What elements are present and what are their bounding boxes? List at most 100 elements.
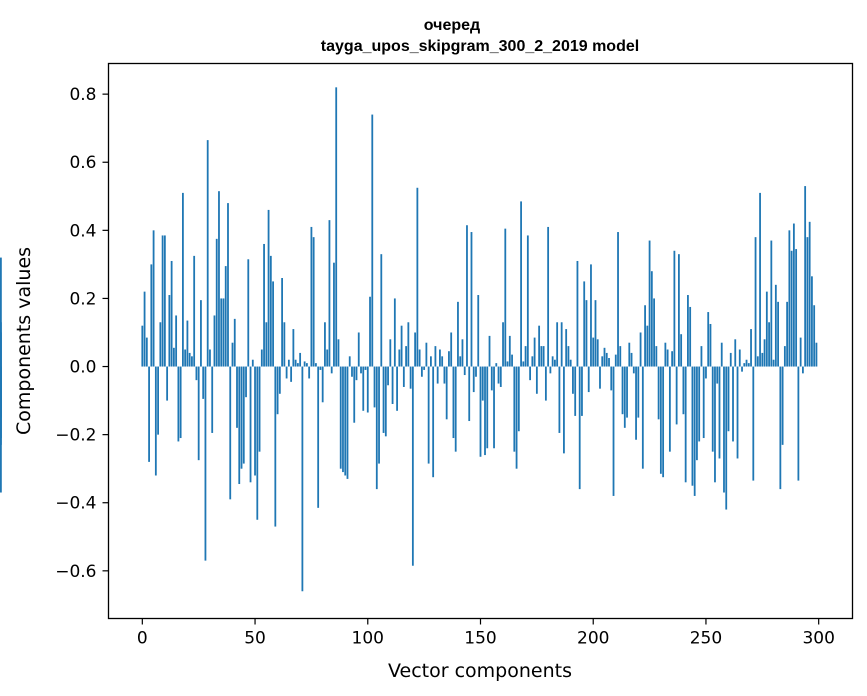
bar-262	[732, 366, 734, 442]
y-tick-label: 0.6	[69, 153, 96, 173]
x-tick-label: 50	[244, 629, 266, 649]
bar-16	[177, 366, 180, 442]
bar-245	[693, 366, 696, 496]
bar-267	[743, 363, 746, 367]
bar-227	[653, 298, 655, 367]
bar-23	[193, 255, 196, 367]
bar-173	[531, 356, 534, 367]
bar-295	[806, 237, 809, 367]
bar-253	[711, 366, 714, 452]
bar-178	[542, 346, 545, 367]
bar-58	[272, 281, 274, 367]
bar-129	[432, 366, 435, 478]
bar-190	[569, 359, 572, 367]
bar-221	[639, 332, 642, 367]
bar-237	[675, 366, 678, 425]
bar-119	[409, 366, 412, 389]
bar-105	[378, 366, 380, 464]
bar-149	[477, 295, 480, 367]
bar-101	[369, 296, 371, 367]
bar-142	[461, 339, 464, 367]
bar-31	[211, 366, 214, 433]
bar-51	[256, 366, 259, 520]
bar-236	[673, 250, 676, 367]
bar-60	[276, 366, 279, 415]
bar-248	[700, 346, 703, 367]
bar-282	[777, 301, 779, 367]
bar-93	[351, 366, 353, 377]
bar-258	[723, 366, 725, 493]
bar-45	[242, 366, 245, 464]
bar-294	[804, 186, 807, 367]
bar-247	[698, 366, 701, 442]
bar-140	[457, 301, 459, 367]
bar-79	[319, 366, 322, 370]
bar-42	[236, 366, 238, 428]
bar-235	[671, 351, 674, 367]
bar-100	[366, 366, 369, 413]
bar-103	[373, 366, 376, 408]
bar-278	[768, 322, 770, 367]
x-tick-label: 150	[464, 629, 496, 649]
bar-36	[222, 298, 225, 367]
x-axis-label: Vector components	[388, 660, 572, 682]
bar-21	[188, 352, 191, 367]
bar-196	[583, 281, 586, 367]
bar-181	[549, 366, 552, 374]
bar-283	[779, 366, 782, 490]
bar-52	[258, 366, 261, 452]
bar-110	[389, 339, 392, 367]
bar-90	[344, 366, 347, 476]
bar-250	[705, 366, 707, 379]
bar-9	[161, 235, 164, 367]
bar-104	[375, 366, 378, 490]
bar-81	[324, 322, 326, 367]
bar-197	[585, 300, 588, 367]
bar-56	[267, 209, 270, 367]
bar-144	[466, 225, 468, 367]
bar-213	[621, 366, 624, 415]
bar-293	[802, 366, 804, 374]
bar-169	[522, 361, 525, 367]
bar-143	[463, 366, 466, 376]
bar-117	[405, 346, 407, 367]
bar-undefined	[0, 366, 2, 445]
bar-107	[382, 366, 385, 433]
bar-0	[141, 325, 144, 367]
x-axis-ticks: 0 50 100 150 200 250 300	[137, 618, 835, 649]
bar-232	[664, 342, 667, 367]
bar-238	[678, 254, 680, 367]
bar-151	[481, 366, 484, 401]
bar-265	[738, 349, 741, 367]
bar-264	[736, 366, 739, 459]
bar-118	[407, 322, 410, 367]
bar-193	[576, 260, 579, 367]
bar-254	[714, 366, 716, 483]
bar-163	[508, 335, 511, 367]
bar-32	[213, 315, 216, 367]
bar-287	[788, 230, 791, 367]
bar-145	[468, 366, 471, 422]
bar-62	[281, 278, 283, 367]
bar-28	[204, 366, 207, 561]
bar-112	[393, 298, 396, 367]
bar-27	[202, 366, 205, 399]
bar-239	[680, 334, 683, 367]
bar-130	[434, 346, 437, 367]
bar-121	[414, 332, 417, 367]
bar-99	[364, 366, 367, 370]
bar-255	[716, 366, 719, 384]
bar-109	[387, 366, 389, 386]
bar-281	[774, 284, 777, 367]
bar-59	[274, 366, 277, 527]
bar-57	[269, 255, 272, 367]
bar-76	[312, 237, 315, 367]
bar-134	[443, 366, 446, 384]
bar-240	[682, 366, 685, 415]
y-tick-label: −0.4	[55, 494, 96, 514]
y-tick-label: 0.4	[69, 221, 96, 241]
bar-29	[206, 140, 209, 367]
bar-136	[448, 351, 450, 367]
bar-186	[560, 322, 563, 367]
bar-22	[191, 356, 193, 367]
